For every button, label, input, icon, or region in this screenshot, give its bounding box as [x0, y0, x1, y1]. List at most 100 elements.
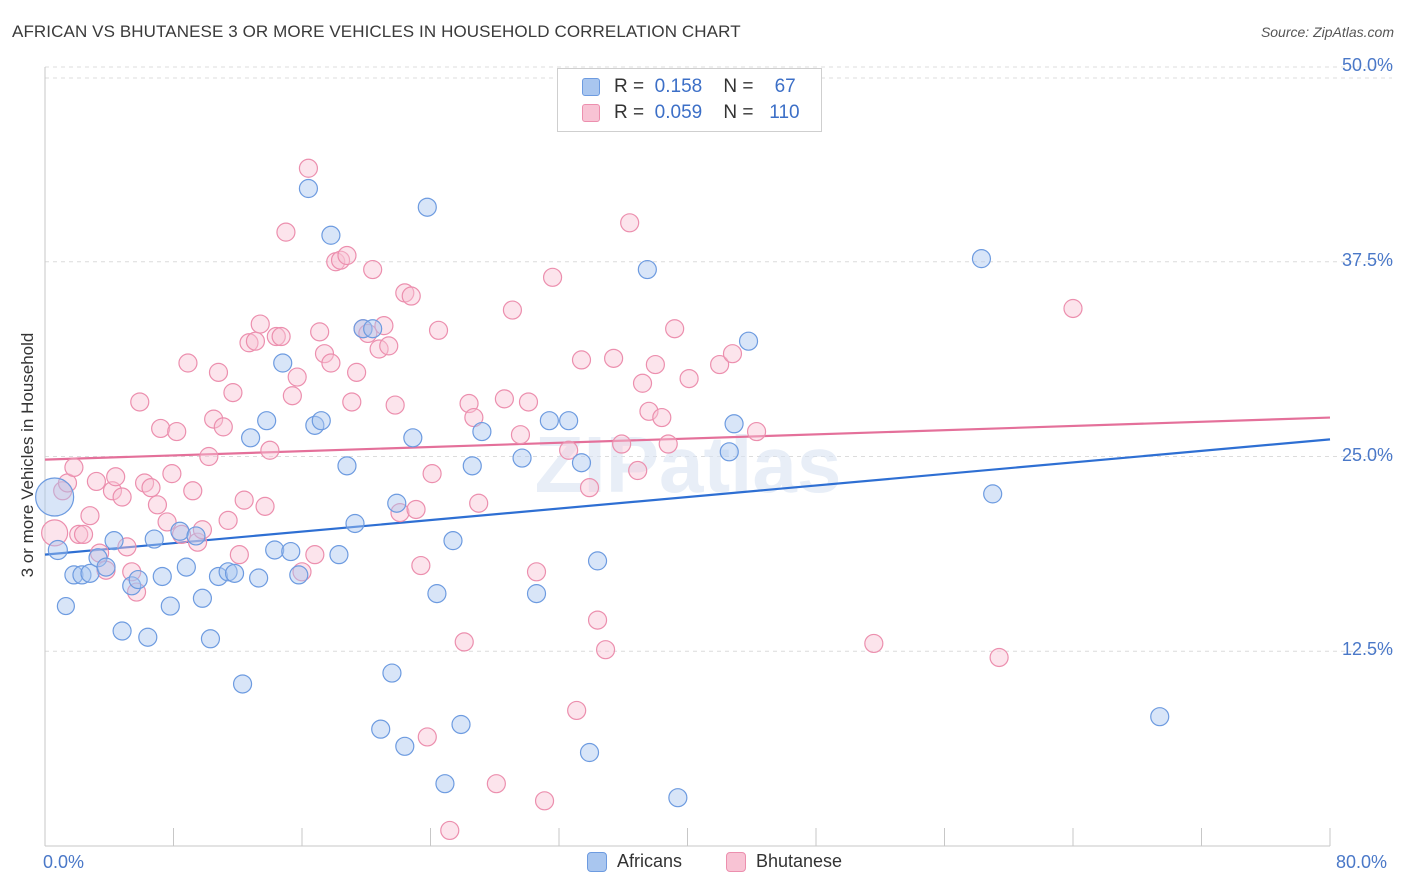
point-bhutanese [679, 369, 699, 389]
point-bhutanese [292, 562, 312, 582]
point-africans [138, 627, 158, 647]
trend-lines [44, 416, 1331, 556]
point-bhutanese [178, 353, 198, 373]
point-bhutanese [658, 434, 678, 454]
legend-swatch-bhutanese [582, 104, 600, 122]
y-axis-label: 3 or more Vehicles in Household [18, 332, 37, 578]
point-bhutanese [379, 336, 399, 356]
point-bhutanese [632, 373, 653, 393]
point-africans [47, 539, 68, 561]
point-africans [249, 568, 269, 588]
point-bhutanese [122, 562, 142, 582]
point-africans [539, 411, 559, 431]
point-africans [387, 493, 407, 513]
point-bhutanese [422, 464, 442, 484]
legend-n-label: N = [723, 102, 754, 123]
point-bhutanese [406, 499, 426, 520]
point-bhutanese [571, 350, 592, 370]
point-africans [186, 526, 206, 546]
correlation-legend: R = 0.158 N = 67 R = 0.059 N = 110 [557, 68, 822, 132]
point-bhutanese [167, 421, 187, 442]
legend-r-label: R = [614, 76, 645, 97]
point-africans [224, 563, 245, 583]
point-africans [668, 788, 688, 808]
point-bhutanese [417, 727, 437, 747]
point-bhutanese [746, 421, 767, 442]
point-bhutanese [157, 512, 177, 532]
point-africans [170, 521, 190, 541]
point-africans [289, 565, 309, 585]
point-bhutanese [245, 331, 266, 351]
legend-n-label: N = [723, 76, 754, 97]
point-bhutanese [298, 158, 319, 178]
point-africans [451, 714, 471, 735]
point-africans [363, 319, 383, 339]
point-bhutanese [266, 326, 286, 347]
point-bhutanese [255, 496, 275, 516]
point-bhutanese [276, 222, 296, 242]
legend-n-value: 110 [769, 102, 800, 123]
point-africans [265, 540, 285, 560]
source-label: Source: ZipAtlas.com [1260, 24, 1394, 40]
point-africans [35, 477, 75, 517]
point-africans [144, 529, 164, 549]
point-bhutanese [411, 555, 431, 576]
point-bhutanese [494, 389, 514, 409]
legend-item-africans[interactable]: Africans [587, 851, 682, 872]
point-bhutanese [722, 344, 743, 364]
legend-r-value: 0.059 [654, 102, 703, 123]
legend-label-bhutanese: Bhutanese [756, 851, 843, 871]
point-bhutanese [314, 344, 335, 364]
point-bhutanese [385, 395, 405, 415]
point-bhutanese [342, 392, 362, 412]
point-bhutanese [628, 460, 648, 481]
point-africans [273, 353, 293, 373]
point-africans [200, 629, 221, 649]
point-africans [462, 456, 482, 476]
point-africans [417, 197, 437, 217]
point-bhutanese [199, 446, 219, 467]
point-africans [353, 319, 373, 339]
point-africans [719, 442, 739, 462]
point-africans [208, 566, 229, 587]
point-bhutanese [282, 386, 302, 406]
point-bhutanese [620, 213, 640, 233]
point-africans [526, 584, 547, 604]
point-africans [176, 557, 196, 577]
point-africans [104, 531, 124, 551]
point-africans [427, 584, 447, 604]
y-tick-label: 12.5% [1341, 639, 1393, 660]
point-bhutanese [151, 418, 171, 439]
legend-item-bhutanese[interactable]: Bhutanese [726, 851, 842, 872]
point-bhutanese [106, 467, 126, 487]
point-bhutanese [218, 510, 238, 530]
legend-r-label: R = [614, 102, 645, 123]
point-africans [345, 513, 365, 534]
trend-line-africans [44, 438, 1331, 556]
point-africans [72, 565, 92, 585]
point-bhutanese [223, 383, 243, 403]
point-africans [56, 596, 75, 616]
point-africans [435, 774, 455, 794]
point-bhutanese [41, 519, 69, 547]
legend-row-africans: R = 0.158 N = 67 [582, 75, 796, 99]
point-bhutanese [337, 245, 357, 266]
point-africans [64, 565, 84, 585]
point-bhutanese [208, 362, 229, 382]
point-bhutanese [234, 490, 254, 510]
point-africans [724, 414, 744, 434]
point-bhutanese [612, 434, 632, 454]
point-africans [443, 531, 463, 551]
point-africans [983, 484, 1003, 504]
point-africans [160, 596, 180, 616]
point-bhutanese [147, 495, 168, 515]
point-bhutanese [652, 407, 672, 428]
point-africans [587, 551, 608, 571]
point-africans [128, 569, 148, 590]
point-africans [96, 557, 116, 577]
point-africans [382, 663, 402, 683]
x-tick-label-min: 0.0% [43, 852, 85, 872]
point-bhutanese [510, 425, 531, 445]
point-bhutanese [518, 392, 539, 412]
point-africans [298, 178, 319, 199]
